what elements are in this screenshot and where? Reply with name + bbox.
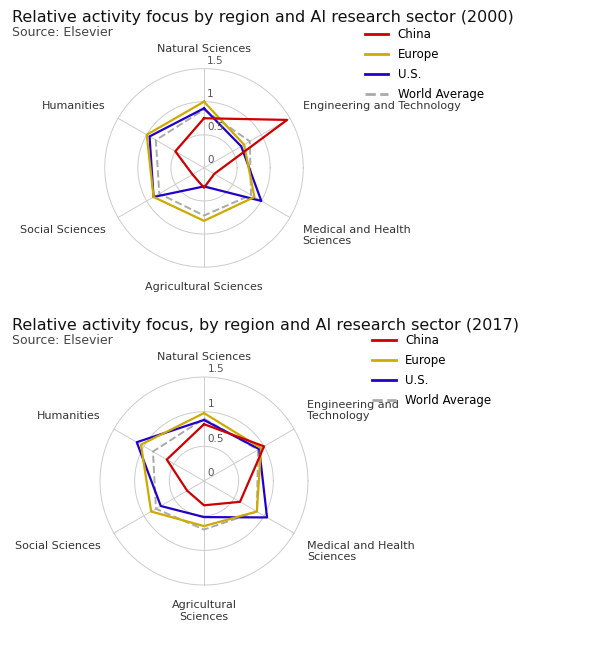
Text: Humanities: Humanities (37, 412, 101, 421)
Legend: China, Europe, U.S., World Average: China, Europe, U.S., World Average (365, 28, 484, 101)
Text: Source: Elsevier: Source: Elsevier (12, 26, 113, 39)
Legend: China, Europe, U.S., World Average: China, Europe, U.S., World Average (372, 334, 491, 408)
Text: 1: 1 (208, 399, 214, 409)
Text: 1.5: 1.5 (208, 364, 224, 374)
Text: Source: Elsevier: Source: Elsevier (12, 334, 113, 347)
Text: Agricultural Sciences: Agricultural Sciences (145, 282, 263, 292)
Text: Medical and Health
Sciences: Medical and Health Sciences (307, 541, 415, 562)
Text: 0.5: 0.5 (208, 122, 224, 132)
Text: Engineering and
Technology: Engineering and Technology (307, 400, 399, 421)
Text: Humanities: Humanities (42, 101, 106, 111)
Text: Agricultural
Sciences: Agricultural Sciences (172, 600, 236, 622)
Text: Relative activity focus, by region and AI research sector (2017): Relative activity focus, by region and A… (12, 318, 519, 333)
Text: Natural Sciences: Natural Sciences (157, 44, 251, 54)
Text: Natural Sciences: Natural Sciences (157, 352, 251, 362)
Text: 1.5: 1.5 (208, 56, 224, 66)
Text: Social Sciences: Social Sciences (20, 225, 106, 234)
Text: 0.5: 0.5 (208, 433, 224, 444)
Text: 0: 0 (208, 155, 214, 165)
Text: 0: 0 (208, 468, 214, 478)
Text: Medical and Health
Sciences: Medical and Health Sciences (302, 225, 410, 246)
Text: Engineering and Technology: Engineering and Technology (302, 101, 460, 111)
Text: Relative activity focus by region and AI research sector (2000): Relative activity focus by region and AI… (12, 10, 514, 25)
Text: 1: 1 (208, 89, 214, 99)
Text: Social Sciences: Social Sciences (15, 541, 101, 550)
